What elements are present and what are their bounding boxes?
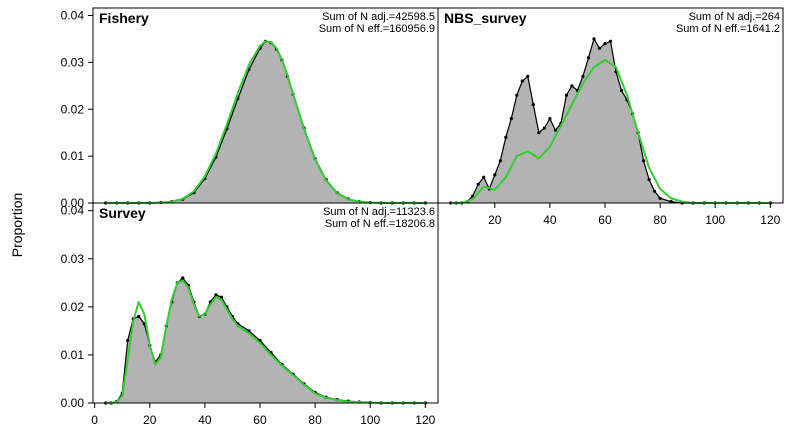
observed-point [603, 42, 607, 46]
y-axis-label: Proportion [9, 193, 25, 258]
x-tick-label: 100 [360, 413, 380, 427]
y-tick-label: 0.00 [61, 396, 85, 410]
observed-point [515, 93, 519, 97]
x-tick-label: 100 [705, 213, 725, 227]
observed-point [597, 46, 602, 50]
observed-point [658, 196, 662, 200]
panel-title: Fishery [99, 10, 149, 26]
observed-area [105, 41, 426, 203]
observed-point [214, 293, 218, 297]
observed-point [219, 295, 223, 299]
panel-frame [92, 202, 439, 404]
panel-annotation: Sum of N eff.=160956.9 [319, 23, 435, 35]
observed-point [498, 159, 502, 163]
observed-point [493, 173, 497, 177]
x-tick-label: 80 [308, 413, 322, 427]
y-tick-label: 0.00 [61, 196, 85, 210]
y-tick-label: 0.02 [61, 300, 85, 314]
observed-area [450, 38, 771, 204]
x-tick-label: 120 [760, 213, 780, 227]
x-tick-label: 120 [415, 413, 435, 427]
x-tick-label: 80 [653, 213, 667, 227]
observed-point [619, 88, 624, 93]
observed-point [542, 126, 547, 130]
observed-point [471, 194, 475, 198]
observed-point [570, 84, 574, 88]
observed-point [520, 79, 524, 83]
y-tick-label: 0.04 [61, 9, 85, 23]
observed-point [137, 314, 141, 319]
y-tick-label: 0.04 [61, 204, 85, 218]
observed-point [482, 175, 486, 179]
expected-line [105, 40, 426, 204]
y-tick-label: 0.03 [61, 55, 85, 69]
x-tick-label: 40 [198, 413, 212, 427]
panel-title: Survey [99, 205, 146, 221]
x-tick-label: 40 [543, 213, 557, 227]
x-tick-label: 60 [598, 213, 612, 227]
observed-point [586, 56, 591, 60]
panel-title: NBS_survey [444, 10, 527, 26]
observed-point [669, 200, 673, 204]
observed-point [564, 93, 569, 97]
expected-line [105, 279, 426, 404]
panel-frame [437, 7, 784, 204]
x-tick-label: 20 [143, 413, 157, 427]
observed-area [105, 278, 426, 403]
observed-point [642, 159, 646, 163]
observed-point [181, 276, 185, 280]
observed-point [647, 178, 651, 182]
panel-annotation: Sum of N adj.=42598.5 [322, 11, 435, 23]
panel-annotation: Sum of N eff.=1641.2 [676, 23, 780, 35]
x-tick-label: 20 [488, 213, 502, 227]
observed-point [509, 117, 513, 121]
x-tick-label: 60 [253, 413, 267, 427]
observed-point [592, 37, 596, 41]
observed-point [126, 338, 130, 343]
panel-annotation: Sum of N adj.=11323.6 [323, 206, 435, 218]
observed-point [553, 128, 558, 132]
observed-point [476, 182, 480, 186]
observed-point [531, 103, 535, 107]
observed-point [608, 39, 613, 43]
panel-annotation: Sum of N adj.=264 [689, 11, 780, 23]
observed-point [537, 131, 541, 135]
y-tick-label: 0.01 [61, 149, 85, 163]
y-tick-label: 0.03 [61, 252, 85, 266]
observed-point [548, 117, 552, 121]
x-tick-label: 0 [91, 413, 98, 427]
y-tick-label: 0.02 [61, 102, 85, 116]
observed-point [653, 189, 657, 193]
observed-point [504, 135, 508, 139]
panel-annotation: Sum of N eff.=18206.8 [325, 218, 435, 230]
observed-point [581, 74, 585, 78]
observed-point [526, 74, 530, 78]
y-tick-label: 0.01 [61, 348, 85, 362]
